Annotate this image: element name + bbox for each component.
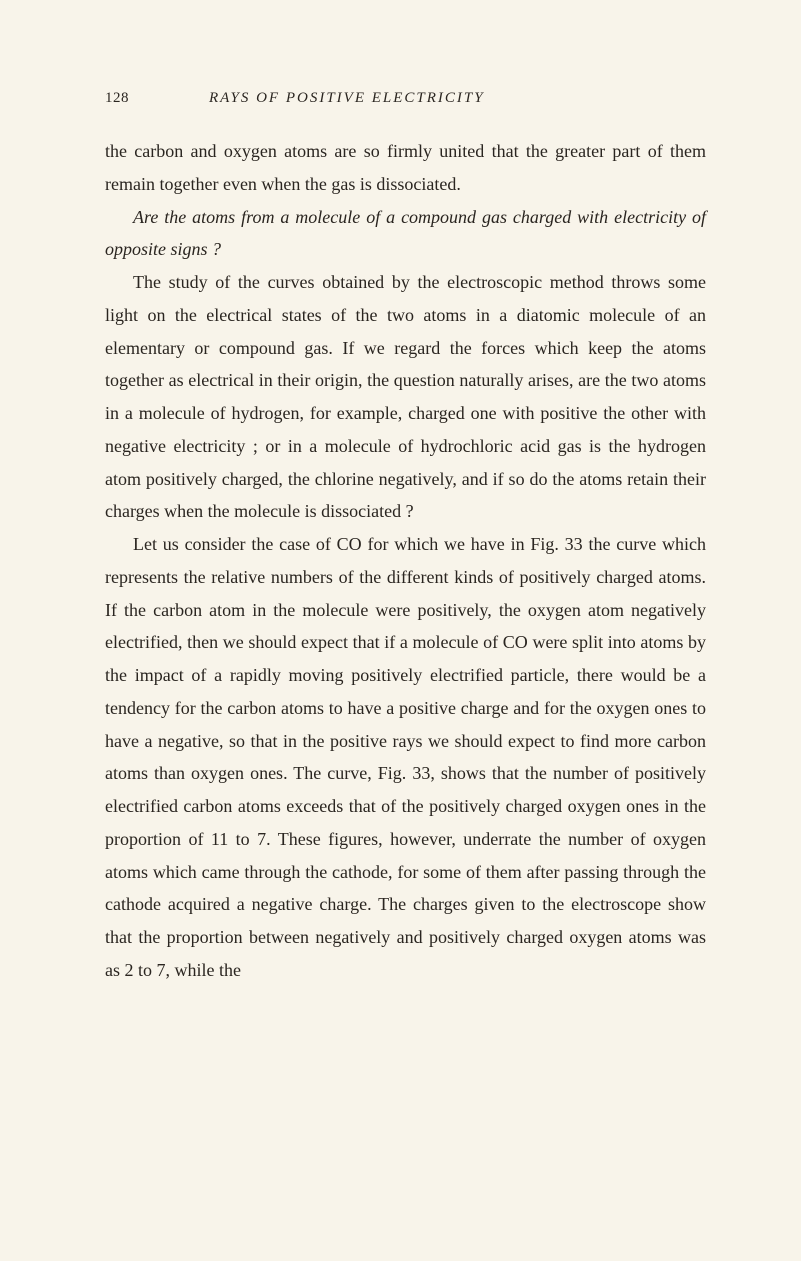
page-body: the carbon and oxygen atoms are so firml… <box>105 135 706 987</box>
paragraph-continuation: the carbon and oxygen atoms are so firml… <box>105 135 706 201</box>
page-header: 128 RAYS OF POSITIVE ELECTRICITY <box>105 90 706 107</box>
paragraph-italic-question: Are the atoms from a molecule of a compo… <box>105 201 706 267</box>
running-title: RAYS OF POSITIVE ELECTRICITY <box>209 90 485 107</box>
paragraph-4: Let us consider the case of CO for which… <box>105 528 706 987</box>
page-number: 128 <box>105 90 129 107</box>
paragraph-3: The study of the curves obtained by the … <box>105 266 706 528</box>
